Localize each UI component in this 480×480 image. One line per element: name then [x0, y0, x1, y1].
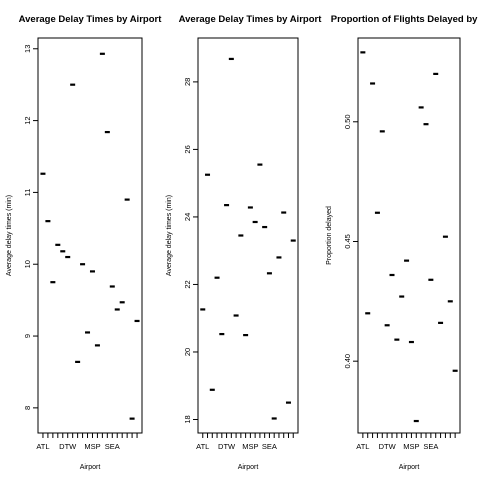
panel1-x-tick-label: SEA [105, 442, 120, 451]
panel3-y-tick-label: 0.45 [343, 234, 352, 249]
panel3-y-axis-label: Proportion delayed [326, 206, 333, 265]
panel3-x-tick-label: SEA [423, 442, 438, 451]
panel2-plot-frame [197, 37, 299, 434]
panel1-chart-title: Average Delay Times by Airport [19, 14, 163, 25]
panel1-y-tick-label: 8 [23, 406, 32, 410]
panel2-chart-title: Average Delay Times by Airport [179, 14, 323, 25]
panel3-x-axis-label: Airport [399, 464, 420, 471]
panel3-plot-frame [357, 37, 461, 434]
panel2-y-tick-label: 22 [183, 280, 192, 288]
panel1-y-tick-label: 10 [23, 260, 32, 268]
panel2-x-tick-label: DTW [218, 442, 236, 451]
panel1-y-tick-label: 12 [23, 116, 32, 124]
panel3-y-tick-label: 0.50 [343, 114, 352, 129]
panel1-plot-frame [37, 37, 143, 434]
panel1-y-tick-label: 13 [23, 45, 32, 53]
panel1-x-tick-label: ATL [36, 442, 49, 451]
panel3-x-tick-label: MSP [403, 442, 419, 451]
panel2-y-tick-label: 24 [183, 213, 192, 221]
panel3-x-tick-label: DTW [379, 442, 397, 451]
panel2-y-tick-label: 26 [183, 145, 192, 153]
panel2-x-tick-label: ATL [196, 442, 209, 451]
panel2-y-tick-label: 28 [183, 78, 192, 86]
panel1-x-tick-label: DTW [59, 442, 77, 451]
panel2-y-tick-label: 20 [183, 348, 192, 356]
panel2-y-axis-label: Average delay times (min) [166, 195, 173, 276]
panel2-x-tick-label: MSP [242, 442, 258, 451]
panel2-x-tick-label: SEA [262, 442, 277, 451]
panel1-x-tick-label: MSP [84, 442, 100, 451]
panel1-y-axis-label: Average delay times (min) [6, 195, 13, 276]
panel2-y-tick-label: 18 [183, 415, 192, 423]
panel3-x-tick-label: ATL [356, 442, 369, 451]
panel1-y-tick-label: 9 [23, 334, 32, 338]
panel2-x-axis-label: Airport [238, 464, 259, 471]
panel1-x-axis-label: Airport [80, 464, 101, 471]
panel3-chart-title: Proportion of Flights Delayed by Ai [331, 14, 480, 25]
panel1-y-tick-label: 11 [23, 189, 32, 197]
panel3-y-tick-label: 0.40 [343, 354, 352, 369]
